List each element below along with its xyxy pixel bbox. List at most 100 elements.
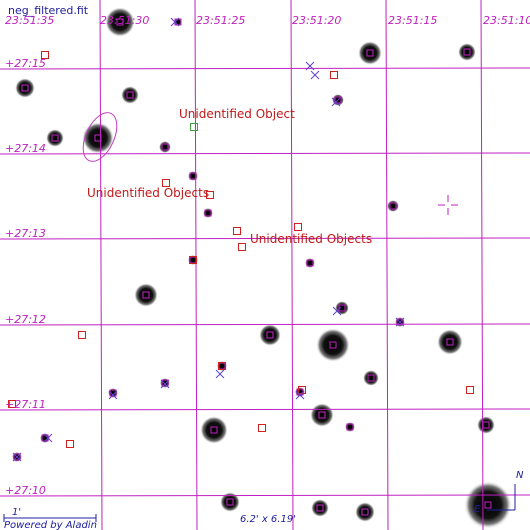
catalog-marker	[189, 172, 197, 180]
grid-line	[194, 0, 198, 530]
star	[464, 481, 512, 529]
catalog-marker	[367, 374, 375, 382]
star	[387, 200, 399, 212]
catalog-marker	[396, 318, 404, 326]
catalog-marker	[51, 134, 59, 142]
catalog-marker	[210, 426, 218, 434]
grid-line	[0, 408, 530, 411]
annotation: Unidentified Object	[179, 107, 295, 121]
star	[358, 41, 382, 65]
cross-marker	[310, 70, 320, 80]
source-marker	[466, 386, 474, 394]
footer: Powered by Aladin	[4, 520, 97, 530]
star	[310, 403, 334, 427]
source-marker	[238, 243, 246, 251]
catalog-marker	[334, 96, 342, 104]
star	[159, 141, 171, 153]
star	[174, 18, 182, 26]
star	[437, 329, 463, 355]
catalog-marker	[116, 18, 124, 26]
grid-line	[290, 0, 294, 530]
catalog-marker	[126, 91, 134, 99]
cross-marker	[170, 17, 180, 27]
catalog-marker	[266, 331, 274, 339]
catalog-marker	[142, 291, 150, 299]
cross-marker	[332, 306, 342, 316]
star	[46, 129, 64, 147]
catalog-marker	[484, 501, 492, 509]
star	[15, 78, 35, 98]
catalog-marker	[13, 453, 21, 461]
ra-label: 23:51:25	[196, 14, 245, 27]
star	[134, 283, 158, 307]
filename: neg_filtered.fit	[8, 4, 89, 17]
grid-line	[0, 237, 530, 240]
star	[200, 416, 228, 444]
grid-line	[0, 152, 530, 155]
catalog-marker	[338, 304, 346, 312]
catalog-marker	[389, 202, 397, 210]
ra-label: 23:51:30	[100, 14, 149, 27]
cross-marker	[331, 97, 341, 107]
source-marker	[218, 362, 226, 370]
compass-north: N	[516, 470, 524, 481]
catalog-marker	[161, 379, 169, 387]
catalog-marker	[94, 134, 102, 142]
ra-label: 23:51:35	[5, 14, 54, 27]
source-marker	[189, 256, 197, 264]
dec-label: +27:10	[5, 484, 46, 497]
source-marker	[206, 191, 214, 199]
catalog-marker	[482, 421, 490, 429]
star	[121, 86, 139, 104]
catalog-marker	[318, 411, 326, 419]
star	[363, 370, 379, 386]
catalog-marker	[366, 49, 374, 57]
catalog-marker	[346, 423, 354, 431]
ellipse-marker	[82, 112, 118, 162]
cross-marker	[305, 61, 315, 71]
star	[82, 122, 114, 154]
field-size: 6.2' x 6.19'	[240, 514, 296, 525]
source-marker	[66, 440, 74, 448]
star	[458, 43, 476, 61]
grid-line	[0, 323, 530, 326]
scale-bar	[3, 514, 97, 522]
star	[311, 499, 329, 517]
source-marker	[8, 400, 16, 408]
cross-marker	[108, 390, 118, 400]
star	[316, 328, 350, 362]
source-marker	[258, 424, 266, 432]
grid-line	[0, 67, 530, 70]
dec-label: +27:15	[5, 57, 46, 70]
grid-line	[0, 494, 530, 497]
source-marker	[233, 227, 241, 235]
catalog-marker	[446, 338, 454, 346]
source-marker	[41, 51, 49, 59]
catalog-marker	[161, 143, 169, 151]
catalog-marker	[204, 209, 212, 217]
dec-label: +27:11	[5, 398, 46, 411]
dec-label: +27:13	[5, 227, 46, 240]
cross-marker	[295, 390, 305, 400]
source-marker	[78, 331, 86, 339]
source-marker	[162, 179, 170, 187]
star	[355, 502, 375, 522]
dec-label: +27:14	[5, 142, 46, 155]
crosshair	[438, 195, 458, 215]
ra-label: 23:51:10	[483, 14, 530, 27]
scale-label: 1'	[12, 507, 21, 518]
grid-line	[99, 0, 103, 530]
catalog-marker	[306, 259, 314, 267]
catalog-marker	[109, 389, 117, 397]
cross-marker	[395, 317, 405, 327]
catalog-marker	[21, 84, 29, 92]
cross-marker	[12, 452, 22, 462]
dec-label: +27:12	[5, 313, 46, 326]
source-markers	[8, 17, 492, 516]
catalog-marker	[361, 508, 369, 516]
cross-marker	[160, 379, 170, 389]
star	[477, 416, 495, 434]
